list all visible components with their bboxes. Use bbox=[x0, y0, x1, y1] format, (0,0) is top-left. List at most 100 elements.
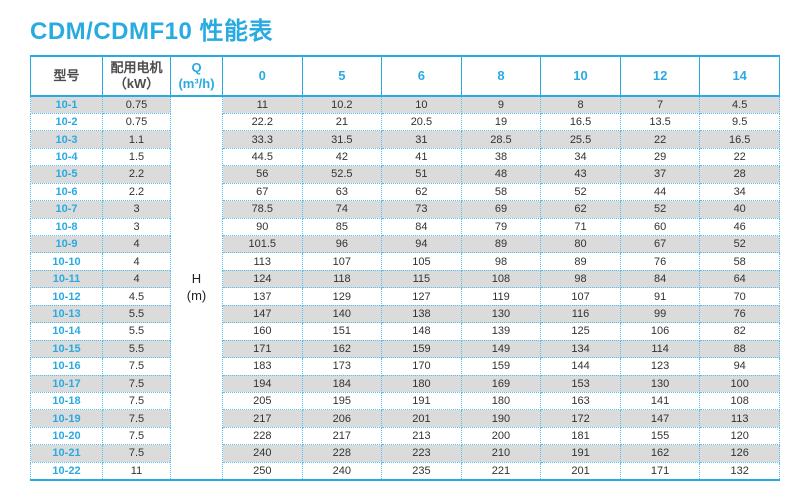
table-row: 10-6 2.2 67 63 62 58 52 44 34 bbox=[30, 182, 780, 202]
model-cell: 10-16 bbox=[30, 357, 103, 376]
value-cell: 42 bbox=[301, 147, 383, 167]
value-cell: 159 bbox=[460, 357, 542, 376]
value-cell: 69 bbox=[460, 200, 542, 219]
value-cell: 194 bbox=[222, 374, 303, 393]
kw-cell: 5.5 bbox=[102, 339, 171, 359]
value-cell: 181 bbox=[540, 426, 621, 446]
model-cell: 10-13 bbox=[30, 304, 103, 324]
value-cell: 155 bbox=[619, 426, 701, 446]
value-cell: 48 bbox=[460, 165, 542, 184]
value-cell: 88 bbox=[699, 339, 780, 359]
value-cell: 163 bbox=[540, 391, 621, 411]
table-row: 10-11 4 124 118 115 108 98 84 64 bbox=[30, 269, 780, 289]
kw-cell: 5.5 bbox=[102, 304, 171, 324]
header-row: 型号 配用电机 （kW） Q (m³/h) 0 5 6 8 10 12 14 bbox=[30, 55, 780, 97]
value-cell: 8 bbox=[540, 95, 621, 114]
value-cell: 11 bbox=[222, 95, 303, 114]
value-cell: 171 bbox=[222, 339, 303, 359]
value-cell: 217 bbox=[222, 409, 303, 428]
value-cell: 113 bbox=[699, 409, 780, 428]
kw-cell: 4 bbox=[102, 269, 171, 289]
value-cell: 82 bbox=[699, 322, 780, 341]
value-cell: 200 bbox=[460, 426, 542, 446]
value-cell: 52 bbox=[699, 234, 780, 254]
header-flow-q: Q (m³/h) bbox=[170, 55, 223, 97]
header-flow-0: 0 bbox=[222, 55, 303, 97]
value-cell: 22 bbox=[699, 147, 780, 167]
value-cell: 240 bbox=[301, 461, 383, 481]
value-cell: 44 bbox=[619, 182, 701, 202]
value-cell: 29 bbox=[619, 147, 701, 167]
value-cell: 4.5 bbox=[699, 95, 780, 114]
value-cell: 56 bbox=[222, 165, 303, 184]
value-cell: 153 bbox=[540, 374, 621, 393]
value-cell: 100 bbox=[699, 374, 780, 393]
kw-cell: 7.5 bbox=[102, 426, 171, 446]
value-cell: 113 bbox=[222, 252, 303, 271]
model-cell: 10-11 bbox=[30, 269, 103, 289]
value-cell: 78.5 bbox=[222, 200, 303, 219]
value-cell: 107 bbox=[301, 252, 383, 271]
value-cell: 126 bbox=[699, 444, 780, 463]
value-cell: 147 bbox=[619, 409, 701, 428]
value-cell: 22.2 bbox=[222, 112, 303, 132]
table-row: 10-13 5.5 147 140 138 130 116 99 76 bbox=[30, 304, 780, 324]
table-row: 10-21 7.5 240 228 223 210 191 162 126 bbox=[30, 444, 780, 463]
model-cell: 10-14 bbox=[30, 322, 103, 341]
value-cell: 125 bbox=[540, 322, 621, 341]
kw-cell: 7.5 bbox=[102, 444, 171, 463]
value-cell: 16.5 bbox=[699, 130, 780, 149]
value-cell: 21 bbox=[301, 112, 383, 132]
value-cell: 115 bbox=[381, 269, 462, 289]
value-cell: 46 bbox=[699, 217, 780, 237]
value-cell: 180 bbox=[460, 391, 542, 411]
head-unit-cell: H (m) bbox=[170, 96, 223, 481]
value-cell: 116 bbox=[540, 304, 621, 324]
value-cell: 7 bbox=[619, 95, 701, 114]
value-cell: 38 bbox=[460, 147, 542, 167]
value-cell: 223 bbox=[381, 444, 462, 463]
model-cell: 10-3 bbox=[30, 130, 103, 149]
header-flow-5: 5 bbox=[301, 55, 383, 97]
kw-cell: 4 bbox=[102, 234, 171, 254]
value-cell: 51 bbox=[381, 165, 462, 184]
model-cell: 10-2 bbox=[30, 112, 103, 132]
kw-cell: 4.5 bbox=[102, 287, 171, 306]
kw-cell: 3 bbox=[102, 200, 171, 219]
table-row: 10-18 7.5 205 195 191 180 163 141 108 bbox=[30, 391, 780, 411]
value-cell: 28.5 bbox=[460, 130, 542, 149]
value-cell: 144 bbox=[540, 357, 621, 376]
value-cell: 105 bbox=[381, 252, 462, 271]
value-cell: 130 bbox=[619, 374, 701, 393]
value-cell: 106 bbox=[619, 322, 701, 341]
value-cell: 91 bbox=[619, 287, 701, 306]
value-cell: 107 bbox=[540, 287, 621, 306]
value-cell: 141 bbox=[619, 391, 701, 411]
value-cell: 43 bbox=[540, 165, 621, 184]
value-cell: 205 bbox=[222, 391, 303, 411]
model-cell: 10-9 bbox=[30, 234, 103, 254]
model-cell: 10-6 bbox=[30, 182, 103, 202]
value-cell: 149 bbox=[460, 339, 542, 359]
value-cell: 34 bbox=[540, 147, 621, 167]
table-body: 10-1 0.75 H (m) 11 10.2 10 9 8 7 4.5 10-2 0.75 22.2 21… bbox=[30, 95, 780, 481]
table-row: 10-4 1.5 44.5 42 41 38 34 29 22 bbox=[30, 147, 780, 167]
model-cell: 10-5 bbox=[30, 165, 103, 184]
kw-cell: 1.5 bbox=[102, 147, 171, 167]
value-cell: 98 bbox=[460, 252, 542, 271]
header-flow-6: 6 bbox=[381, 55, 462, 97]
value-cell: 94 bbox=[381, 234, 462, 254]
header-flow-10: 10 bbox=[540, 55, 621, 97]
value-cell: 90 bbox=[222, 217, 303, 237]
value-cell: 28 bbox=[699, 165, 780, 184]
value-cell: 170 bbox=[381, 357, 462, 376]
value-cell: 108 bbox=[460, 269, 542, 289]
value-cell: 99 bbox=[619, 304, 701, 324]
value-cell: 67 bbox=[222, 182, 303, 202]
value-cell: 79 bbox=[460, 217, 542, 237]
value-cell: 31.5 bbox=[301, 130, 383, 149]
value-cell: 41 bbox=[381, 147, 462, 167]
value-cell: 13.5 bbox=[619, 112, 701, 132]
model-cell: 10-19 bbox=[30, 409, 103, 428]
value-cell: 228 bbox=[222, 426, 303, 446]
